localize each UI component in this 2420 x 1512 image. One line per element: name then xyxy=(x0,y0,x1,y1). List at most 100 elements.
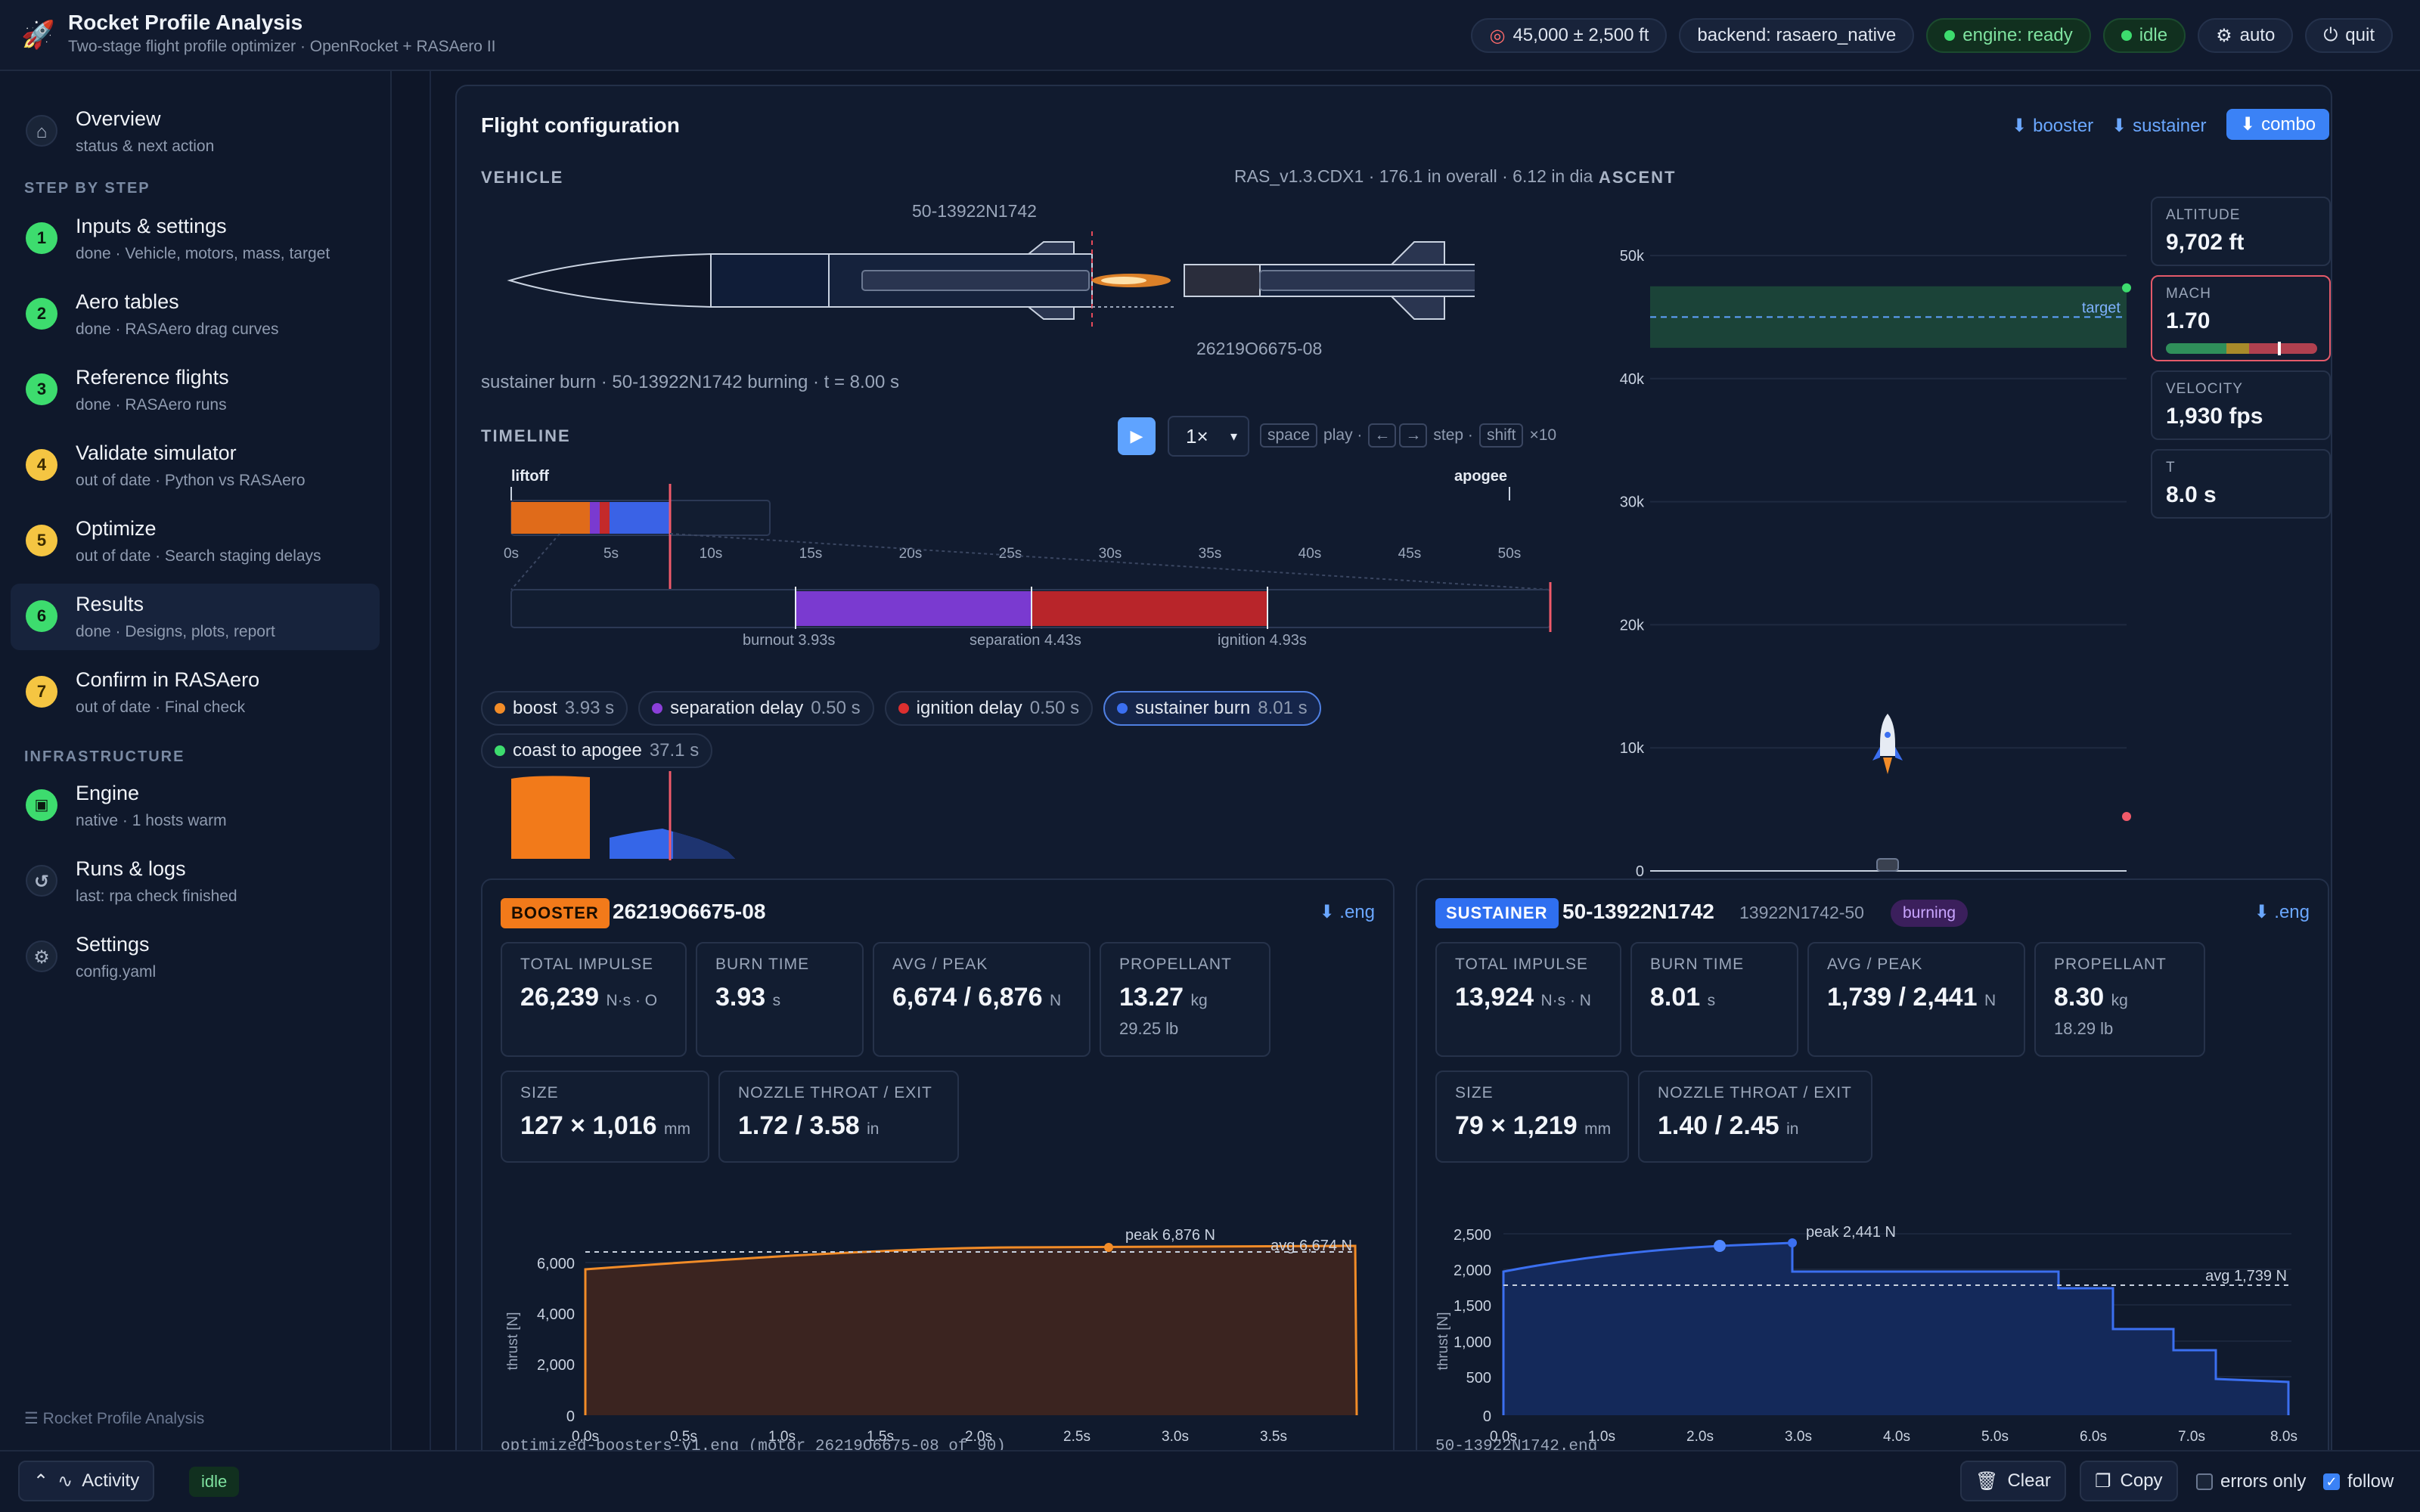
stat-unit: N xyxy=(1984,992,1996,1009)
sidebar-item-settings[interactable]: ⚙ Settings config.yaml xyxy=(11,924,380,990)
stat-value: 127 × 1,016 mm xyxy=(520,1111,690,1141)
sidebar-item-optimize[interactable]: 5 Optimize out of date · Search staging … xyxy=(11,508,380,575)
sustainer-tag: SUSTAINER xyxy=(1435,898,1559,928)
sidebar-item-runs-logs[interactable]: ↺ Runs & logs last: rpa check finished xyxy=(11,848,380,915)
activity-toggle-button[interactable]: ⌃ ∿ Activity xyxy=(18,1461,155,1501)
sidebar-item-desc: out of date · Final check xyxy=(76,699,246,716)
target-dot xyxy=(2122,283,2131,293)
booster-eng-download[interactable]: ⬇ .eng xyxy=(1320,901,1376,923)
zoom-guide-left xyxy=(510,533,560,590)
burning-badge: burning xyxy=(1891,900,1969,927)
booster-ylabel: thrust [N] xyxy=(505,1312,521,1370)
sidebar-item-confirm[interactable]: 7 Confirm in RASAero out of date · Final… xyxy=(11,659,380,726)
sustainer-motor-name: 50-13922N1742 xyxy=(1562,900,1714,923)
backend-pill[interactable]: backend: rasaero_native xyxy=(1679,18,1915,53)
sustainer-size: SIZE 79 × 1,219 mm xyxy=(1435,1070,1629,1163)
sustainer-eng-download[interactable]: ⬇ .eng xyxy=(2254,901,2310,923)
hint-play: play · xyxy=(1323,426,1363,444)
sidebar-item-overview[interactable]: ⌂ Overview status & next action xyxy=(11,98,380,165)
sidebar-item-label: Settings xyxy=(76,933,150,956)
overview-boost-segment xyxy=(511,502,590,534)
step-7-icon: 7 xyxy=(26,676,57,708)
speed-select[interactable]: 1× ▾ xyxy=(1168,416,1249,457)
sidebar-item-engine[interactable]: ▣ Engine native · 1 hosts warm xyxy=(11,773,380,839)
auto-button[interactable]: ⚙ auto xyxy=(2198,18,2294,53)
phase-chip-sustainer-burn[interactable]: sustainer burn 8.01 s xyxy=(1103,691,1321,726)
sidebar-item-results[interactable]: 6 Results done · Designs, plots, report xyxy=(11,584,380,650)
stat-key: PROPELLANT xyxy=(1119,956,1232,973)
phase-name: boost xyxy=(513,698,557,718)
download-combo-button[interactable]: ⬇ combo xyxy=(2226,109,2330,140)
section-heading-steps: STEP BY STEP xyxy=(24,180,150,197)
sidebar-item-label: Overview xyxy=(76,107,161,130)
eng-label: .eng xyxy=(1339,902,1375,922)
phase-chip-ignition-delay[interactable]: ignition delay 0.50 s xyxy=(884,691,1094,726)
errors-only-toggle[interactable]: errors only xyxy=(2196,1471,2306,1492)
x-tick: 3.0s xyxy=(1162,1429,1189,1445)
stat-number: 8.30 xyxy=(2054,983,2105,1012)
burnout-label: burnout 3.93s xyxy=(743,632,836,649)
errors-only-checkbox[interactable] xyxy=(2196,1473,2213,1490)
engine-status-dot-icon xyxy=(1944,30,1956,41)
phase-duration: 8.01 s xyxy=(1258,698,1308,718)
sidebar-item-reference-flights[interactable]: 3 Reference flights done · RASAero runs xyxy=(11,357,380,423)
booster-card: BOOSTER 26219O6675-08 ⬇ .eng TOTAL IMPUL… xyxy=(481,878,1395,1468)
stat-value: 8.0 s xyxy=(2166,482,2217,507)
copy-button[interactable]: ❐ Copy xyxy=(2080,1461,2178,1501)
target-value: 45,000 ± 2,500 ft xyxy=(1512,25,1649,45)
sustainer-thrust-area xyxy=(1503,1243,2288,1415)
hint-step: step · xyxy=(1433,426,1473,444)
phase-chip-boost[interactable]: boost 3.93 s xyxy=(481,691,628,726)
follow-label: follow xyxy=(2347,1471,2394,1492)
sustainer-peak-dot xyxy=(1788,1238,1797,1247)
target-pill[interactable]: ◎ 45,000 ± 2,500 ft xyxy=(1471,18,1668,53)
step-1-icon: 1 xyxy=(26,222,57,254)
stat-value: 8.01 s xyxy=(1650,983,1715,1012)
sidebar-item-validate[interactable]: 4 Validate simulator out of date · Pytho… xyxy=(11,432,380,499)
chip-icon: ▣ xyxy=(26,789,57,821)
follow-toggle[interactable]: ✓ follow xyxy=(2323,1471,2394,1492)
download-sustainer-label: sustainer xyxy=(2133,115,2207,136)
booster-motor-name: 26219O6675-08 xyxy=(613,900,766,923)
app-title: Rocket Profile Analysis xyxy=(68,11,303,34)
sidebar-item-inputs[interactable]: 1 Inputs & settings done · Vehicle, moto… xyxy=(11,206,380,272)
target-icon: ◎ xyxy=(1489,25,1506,46)
timeline-chart[interactable]: liftoff apogee 0s 5s 10s 15s 20s 25s 30s… xyxy=(484,461,1558,643)
sustainer-peak-label: peak 2,441 N xyxy=(1806,1224,1896,1241)
sidebar-item-desc: out of date · Search staging delays xyxy=(76,547,321,565)
history-icon: ↺ xyxy=(26,865,57,897)
play-button[interactable]: ▶ xyxy=(1118,417,1156,455)
phase-duration: 0.50 s xyxy=(1029,698,1080,718)
sidebar-item-label: Aero tables xyxy=(76,290,179,313)
phase-chip-separation-delay[interactable]: separation delay 0.50 s xyxy=(638,691,874,726)
stat-value: 1,930 fps xyxy=(2166,404,2263,429)
engine-pill[interactable]: engine: ready xyxy=(1926,18,2091,53)
quit-button[interactable]: ⏻ quit xyxy=(2305,18,2393,53)
sidebar-item-label: Inputs & settings xyxy=(76,215,227,237)
stat-key: SIZE xyxy=(520,1084,559,1101)
sliders-icon: ☰ xyxy=(24,1410,43,1427)
download-booster-button[interactable]: ⬇ booster xyxy=(2012,115,2093,137)
x-tick: 1.5s xyxy=(867,1429,894,1445)
ascent-y-tick: 10k xyxy=(1620,740,1645,757)
sidebar-item-desc: done · Designs, plots, report xyxy=(76,623,275,640)
stat-unit: s xyxy=(1707,992,1716,1009)
mach-gauge-marker xyxy=(2278,342,2281,355)
sustainer-propellant: PROPELLANT 8.30 kg 18.29 lb xyxy=(2034,942,2205,1057)
step-4-icon: 4 xyxy=(26,449,57,481)
stat-number: 26,239 xyxy=(520,983,599,1012)
ascent-y-tick: 30k xyxy=(1620,494,1645,511)
stat-key: BURN TIME xyxy=(1650,956,1745,973)
stat-value: 1.72 / 3.58 in xyxy=(738,1111,880,1141)
follow-checkbox[interactable]: ✓ xyxy=(2323,1473,2340,1490)
clear-button[interactable]: 🗑 Clear xyxy=(1960,1461,2066,1501)
sidebar-item-aero-tables[interactable]: 2 Aero tables done · RASAero drag curves xyxy=(11,281,380,348)
rocket-marker-icon xyxy=(1872,714,1903,775)
timeline-ticks: 0s 5s 10s 15s 20s 25s 30s 35s 40s 45s 50… xyxy=(504,546,1521,562)
tick-label: 25s xyxy=(999,546,1022,562)
sustainer-current-dot xyxy=(1714,1240,1726,1252)
sidebar-item-desc: done · RASAero runs xyxy=(76,396,227,414)
download-sustainer-button[interactable]: ⬇ sustainer xyxy=(2111,115,2207,137)
phase-chip-coast[interactable]: coast to apogee 37.1 s xyxy=(481,733,713,768)
overview-separation-segment xyxy=(590,502,600,534)
